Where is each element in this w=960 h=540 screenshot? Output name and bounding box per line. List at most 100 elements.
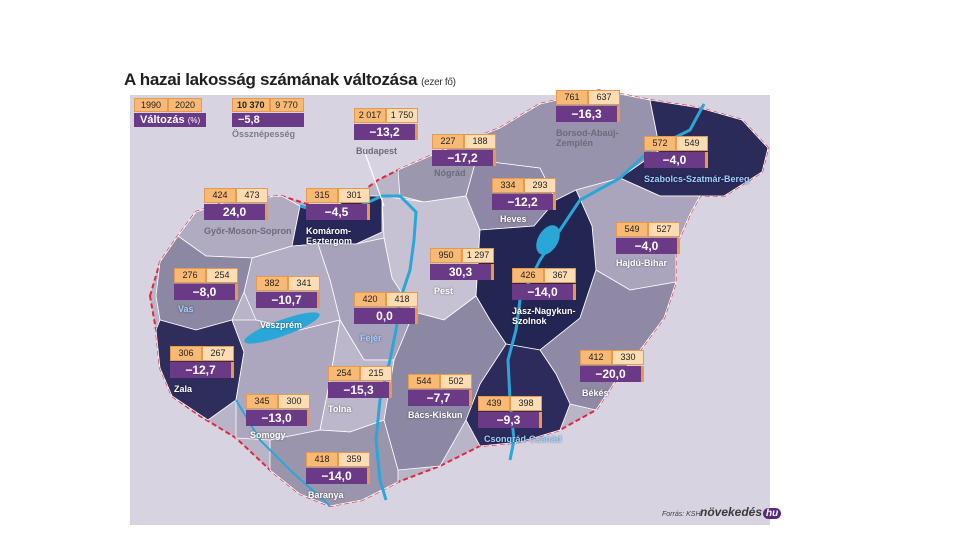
- county-values: 315 301: [306, 188, 370, 203]
- county-name-szabolcs-szatmar-bereg: Szabolcs-Szatmár-Bereg: [644, 174, 750, 184]
- value-1990: 227: [432, 134, 464, 149]
- county-box-baranya: 418 359 −14,0: [306, 452, 370, 484]
- legend: 1990 2020 Változás (%): [134, 98, 207, 127]
- county-name-heves: Heves: [500, 214, 527, 224]
- region-bekes: [539, 269, 677, 411]
- county-name-zala: Zala: [174, 384, 193, 394]
- page-title: A hazai lakosság számának változása (ezer…: [124, 70, 456, 90]
- value-2020: 637: [588, 90, 620, 105]
- brand-text: növekedés: [700, 505, 763, 519]
- change-value: 24,0: [204, 204, 268, 220]
- region-vas: [155, 235, 253, 331]
- legend-change-label: Változás: [140, 114, 185, 126]
- county-values: 382 341: [256, 276, 320, 291]
- county-values: 572 549: [644, 136, 708, 151]
- value-1990: 426: [512, 268, 544, 283]
- county-values: 345 300: [246, 394, 310, 409]
- value-1990: 418: [306, 452, 338, 467]
- title-unit: (ezer fő): [421, 77, 456, 88]
- county-values: 761 637: [556, 90, 620, 105]
- county-values: 412 330: [580, 350, 644, 365]
- value-2020: 300: [278, 394, 310, 409]
- county-box-szabolcs-szatmar-bereg: 572 549 −4,0: [644, 136, 708, 168]
- value-2020: 398: [510, 396, 542, 411]
- change-value: −14,0: [512, 284, 576, 300]
- county-name-somogy: Somogy: [250, 430, 286, 440]
- value-1990: 572: [644, 136, 676, 151]
- value-2020: 1 297: [462, 248, 494, 263]
- value-1990: 424: [204, 188, 236, 203]
- county-name-budapest: Budapest: [356, 146, 398, 156]
- lake-balaton: [244, 312, 320, 344]
- legend-year-1990: 1990: [134, 98, 168, 112]
- county-name-baranya: Baranya: [308, 490, 344, 500]
- value-1990: 276: [174, 268, 206, 283]
- county-box-budapest: 2 017 1 750 −13,2: [354, 108, 418, 140]
- change-value: −4,5: [306, 204, 370, 220]
- county-values: 254 215: [328, 366, 392, 381]
- value-2020: 215: [360, 366, 392, 381]
- value-1990: 2 017: [354, 108, 386, 123]
- county-values: 420 418: [354, 292, 418, 307]
- value-1990: 306: [170, 346, 202, 361]
- county-name-vas: Vas: [178, 304, 194, 314]
- county-box-hajdu-bihar: 549 527 −4,0: [616, 222, 680, 254]
- title-text: A hazai lakosság számának változása: [124, 70, 418, 89]
- total-population: 10 370 9 770 −5,8 Össznépesség: [232, 98, 304, 139]
- value-1990: 254: [328, 366, 360, 381]
- county-name-borsod-abauj-zemplen: Borsod-Abaúj-Zemplén: [556, 128, 619, 148]
- value-2020: 267: [202, 346, 234, 361]
- county-name-bekes: Békés: [582, 388, 609, 398]
- county-values: 334 293: [492, 178, 556, 193]
- county-values: 227 188: [432, 134, 496, 149]
- value-2020: 473: [236, 188, 268, 203]
- county-box-nograd: 227 188 −17,2: [432, 134, 496, 166]
- change-value: −17,2: [432, 150, 496, 166]
- lake-tisza: [536, 225, 560, 255]
- county-box-bekes: 412 330 −20,0: [580, 350, 644, 382]
- value-1990: 315: [306, 188, 338, 203]
- brand-suffix: hu: [763, 508, 782, 519]
- value-2020: 418: [386, 292, 418, 307]
- county-box-pest: 950 1 297 30,3: [430, 248, 494, 280]
- value-2020: 359: [338, 452, 370, 467]
- county-box-gyor-moson-sopron: 424 473 24,0: [204, 188, 268, 220]
- value-1990: 544: [408, 374, 440, 389]
- value-1990: 950: [430, 248, 462, 263]
- county-name-veszprem: Veszprém: [260, 320, 303, 330]
- county-name-csongrad-csanad: Csongrád-Csanád: [484, 434, 562, 444]
- value-2020: 549: [676, 136, 708, 151]
- value-2020: 1 750: [386, 108, 418, 123]
- value-2020: 254: [206, 268, 238, 283]
- value-2020: 188: [464, 134, 496, 149]
- brand-logo: növekedés hu: [700, 505, 782, 519]
- value-1990: 412: [580, 350, 612, 365]
- value-2020: 367: [544, 268, 576, 283]
- county-values: 418 359: [306, 452, 370, 467]
- change-value: −12,2: [492, 194, 556, 210]
- county-name-fejer: Fejér: [360, 333, 382, 343]
- county-box-borsod-abauj-zemplen: 761 637 −16,3: [556, 90, 620, 122]
- value-1990: 439: [478, 396, 510, 411]
- county-name-bacs-kiskun: Bács-Kiskun: [408, 410, 463, 420]
- value-2020: 502: [440, 374, 472, 389]
- county-name-jasz-nagykun-szolnok: Jász-Nagykun-Szolnok: [512, 306, 576, 326]
- county-values: 439 398: [478, 396, 542, 411]
- value-1990: 334: [492, 178, 524, 193]
- value-2020: 330: [612, 350, 644, 365]
- county-box-csongrad-csanad: 439 398 −9,3: [478, 396, 542, 428]
- change-value: 30,3: [430, 264, 494, 280]
- county-values: 426 367: [512, 268, 576, 283]
- county-box-heves: 334 293 −12,2: [492, 178, 556, 210]
- value-1990: 382: [256, 276, 288, 291]
- county-name-pest: Pest: [434, 286, 454, 296]
- total-2020: 9 770: [269, 98, 304, 112]
- county-name-hajdu-bihar: Hajdú-Bihar: [616, 258, 668, 268]
- county-values: 276 254: [174, 268, 238, 283]
- change-value: −13,2: [354, 124, 418, 140]
- county-values: 549 527: [616, 222, 680, 237]
- change-value: −16,3: [556, 106, 620, 122]
- change-value: −13,0: [246, 410, 310, 426]
- change-value: −12,7: [170, 362, 234, 378]
- county-values: 950 1 297: [430, 248, 494, 263]
